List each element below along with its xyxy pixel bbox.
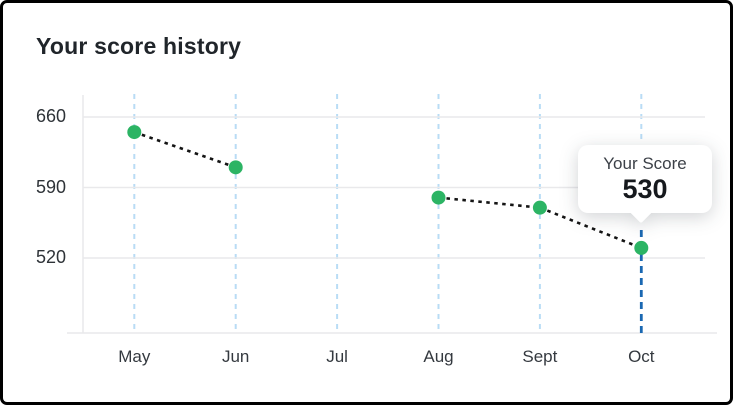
- score-connector: [133, 130, 237, 169]
- x-axis-tick-oct: Oct: [628, 347, 655, 366]
- score-connector: [438, 196, 541, 209]
- x-axis-tick-jun: Jun: [221, 347, 250, 366]
- y-axis-tick-520: 520: [35, 247, 66, 267]
- tooltip-label: Your Score: [603, 154, 687, 174]
- data-point-oct[interactable]: [634, 240, 649, 255]
- data-point-jun[interactable]: [228, 160, 243, 175]
- score-tooltip: Your Score 530: [578, 145, 712, 213]
- data-point-sept[interactable]: [532, 200, 547, 215]
- x-axis-tick-may: May: [118, 347, 151, 366]
- data-point-aug[interactable]: [431, 190, 446, 205]
- y-axis-tick-590: 590: [35, 176, 66, 197]
- data-point-may[interactable]: [127, 125, 142, 140]
- x-axis-tick-sept: Sept: [522, 347, 558, 366]
- tooltip-value: 530: [622, 174, 668, 205]
- page-title: Your score history: [36, 33, 242, 59]
- y-axis-tick-660: 660: [35, 106, 66, 126]
- x-axis-tick-jul: Jul: [326, 347, 348, 366]
- score-connector: [539, 206, 642, 250]
- x-axis-tick-aug: Aug: [423, 347, 454, 366]
